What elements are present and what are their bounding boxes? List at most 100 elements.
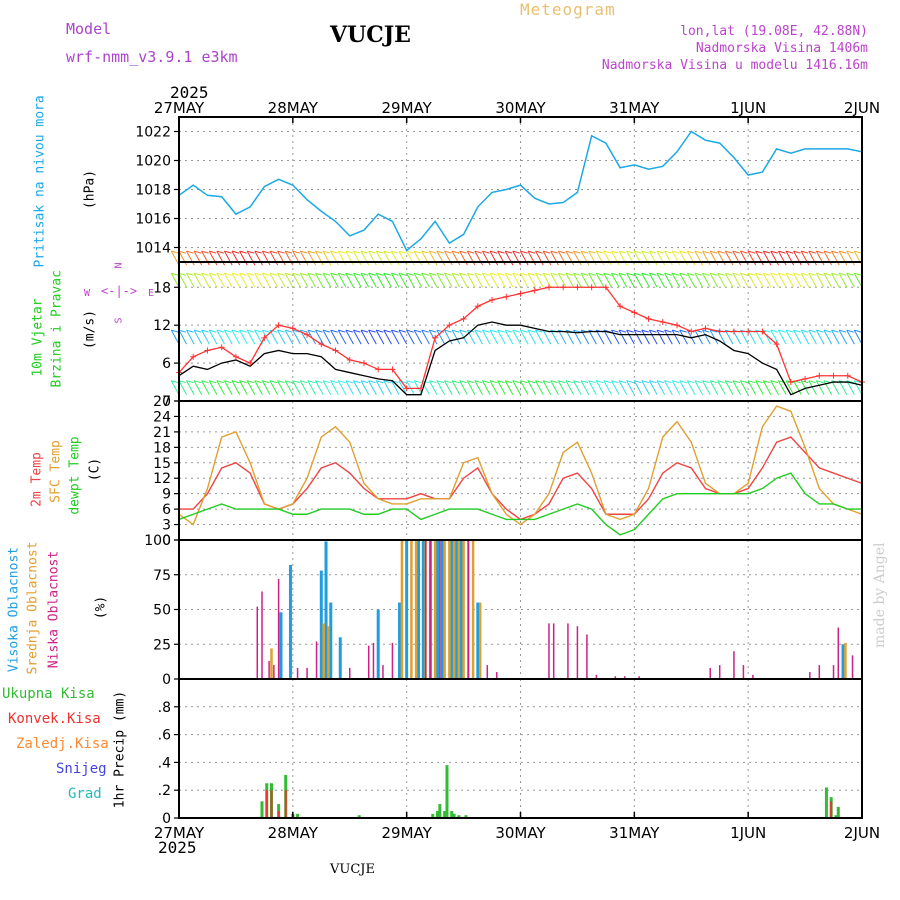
wind-barb: [588, 273, 597, 288]
cloud-mid-bar: [478, 602, 482, 679]
wind-barb-flag: [611, 380, 619, 384]
cloud-low-bar: [496, 672, 498, 679]
wind-barb: [360, 273, 370, 288]
wind-barb-flag: [224, 272, 232, 276]
wind-barb-flag: [284, 272, 293, 276]
wind-barb-flag: [588, 380, 596, 384]
cloud-high-bar: [417, 540, 421, 679]
wind-barb-flag: [550, 380, 558, 384]
date-label-top: 30MAY: [495, 99, 546, 117]
y-tick-label: 1018: [135, 183, 171, 199]
cloud-high-bar: [421, 540, 425, 679]
wind-barb-flag: [482, 380, 490, 384]
precip-conv-bar: [277, 811, 280, 818]
wind-barb-flag: [626, 380, 634, 384]
wind-barb: [755, 380, 764, 395]
wind-barb: [352, 380, 362, 395]
wind-barb: [345, 329, 354, 345]
wind-barb-flag: [459, 380, 467, 384]
cloud-mid-bar: [410, 540, 413, 679]
wind-barb-flag: [459, 329, 467, 333]
wind-barb-flag: [421, 250, 429, 254]
wind-barb: [352, 329, 362, 345]
wind-barb-flag: [209, 272, 217, 276]
wind-barb-flag: [406, 250, 414, 254]
wind-barb-flag: [649, 272, 657, 276]
wind-barb-flag: [292, 272, 300, 276]
wind-barb-flag: [497, 272, 505, 276]
cloud-high-bar: [288, 565, 292, 679]
y-tick-label: 6: [162, 356, 171, 372]
wind-barb-flag: [482, 250, 490, 254]
wind-barb: [345, 380, 354, 395]
precip-total-bar: [296, 813, 300, 818]
lonlat-info: lon,lat (19.08E, 42.88N): [680, 24, 868, 39]
cloud-low-bar: [273, 665, 275, 679]
wind-barb-flag: [687, 250, 695, 254]
wind-barb: [208, 329, 218, 345]
wind-barb-flag: [694, 250, 703, 254]
wind-barb-flag: [307, 250, 316, 254]
wind-barb: [398, 380, 408, 395]
wind-barb: [656, 380, 666, 395]
cloud-low-bar: [809, 672, 811, 679]
wind-barb-flag: [376, 380, 384, 384]
wind-barb: [368, 273, 377, 288]
wind-barb-flag: [717, 272, 725, 276]
wind-barb: [694, 273, 704, 288]
wind-barb-flag: [444, 380, 452, 384]
wind-barb-flag: [801, 272, 809, 276]
wind-barb: [793, 380, 802, 395]
wind-barb-flag: [459, 250, 467, 254]
wind-barb: [231, 380, 241, 395]
wind-barb-flag: [520, 250, 528, 254]
wind-barb-flag: [763, 329, 771, 333]
wind-barb-flag: [512, 380, 520, 384]
y-tick-label: .4: [158, 755, 171, 771]
wind-barb-flag: [338, 272, 346, 276]
cloud-low-bar: [638, 676, 640, 679]
wind-barb-flag: [679, 329, 687, 333]
wind-barb-flag: [353, 329, 361, 333]
wind-barb: [626, 380, 635, 395]
wind-barb-flag: [672, 272, 680, 276]
wind-barb: [337, 380, 347, 395]
wind-barb-flag: [429, 272, 437, 276]
y-tick-label: 0: [162, 394, 171, 410]
wind-barb-flag: [656, 380, 665, 384]
wind-barb-flag: [580, 272, 589, 276]
cloud-low-bar: [268, 660, 270, 679]
wind-barb-flag: [239, 329, 247, 333]
wind-barb-flag: [391, 272, 399, 276]
wind-barb-flag: [451, 380, 460, 384]
wind-barb-flag: [414, 250, 422, 254]
wind-barb: [740, 380, 749, 395]
wind-barb: [717, 273, 726, 288]
date-label-bottom: 30MAY: [495, 824, 546, 842]
wind-barb: [527, 273, 537, 288]
wind-barb-flag: [793, 250, 801, 254]
wind-barb: [444, 273, 453, 288]
cloud-low-bar: [315, 641, 318, 679]
y-tick-label: 1016: [135, 212, 171, 228]
wind-barb: [557, 273, 567, 288]
wind-barb: [853, 273, 863, 288]
wind-barb-flag: [451, 272, 460, 276]
wind-barb-flag: [269, 380, 278, 384]
wind-barb-flag: [732, 380, 741, 384]
wind-barb-flag: [277, 250, 285, 254]
wind-barb-flag: [573, 380, 581, 384]
wind-barb-flag: [687, 380, 695, 384]
wind-barb: [724, 273, 734, 288]
wind-barb-flag: [398, 272, 407, 276]
wind-barb: [557, 380, 567, 395]
wind-barb-flag: [497, 380, 505, 384]
wind-barb-flag: [398, 250, 407, 254]
wind-barb: [694, 329, 704, 345]
wind-barb-flag: [641, 380, 649, 384]
wind-barb: [550, 273, 559, 288]
wind-barb: [337, 329, 347, 345]
wind-barb-flag: [626, 250, 634, 254]
wind-barb-flag: [535, 380, 543, 384]
wind-barb: [482, 380, 491, 395]
